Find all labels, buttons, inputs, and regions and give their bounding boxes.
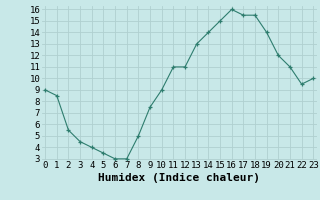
X-axis label: Humidex (Indice chaleur): Humidex (Indice chaleur): [98, 173, 260, 183]
